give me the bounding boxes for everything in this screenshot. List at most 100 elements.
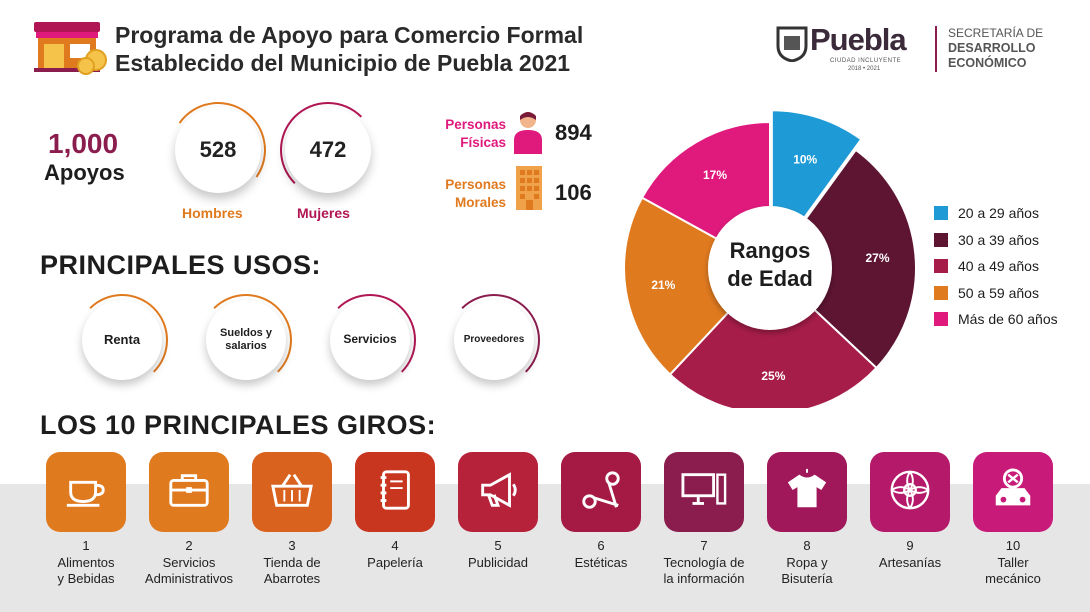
giro-name-line1: Tecnología de (663, 555, 745, 570)
giro-item: 1 Alimentos y Bebidas (38, 452, 134, 588)
secretaria-line2: DESARROLLO (948, 41, 1036, 55)
giro-name-line2: y Bebidas (57, 571, 115, 587)
puebla-logo-sub: CIUDAD INCLUYENTE (830, 58, 902, 64)
puebla-logo-word: Puebla (810, 22, 907, 57)
giro-number: 5 (494, 538, 502, 553)
giro-name-line2: mecánico (985, 571, 1041, 587)
pie-slice (668, 266, 878, 408)
computer-tile (664, 452, 744, 532)
uso-item: 2 Sueldos y salarios (175, 279, 296, 388)
uso-ring (448, 294, 540, 386)
mujeres-label: Mujeres (297, 205, 350, 221)
giro-number: 6 (597, 538, 605, 553)
scissors-icon (578, 467, 624, 518)
giro-name-line1: Artesanías (878, 555, 942, 570)
briefcase-tile (149, 452, 229, 532)
giro-name-line1: Tienda de (263, 555, 321, 570)
legend-label: 50 a 59 años (958, 284, 1039, 301)
cup-icon (63, 467, 109, 518)
uso-label: Sueldos y salarios (206, 300, 286, 380)
giro-name-line2: Administrativos (144, 571, 234, 587)
uso-ring (324, 294, 416, 386)
mandala-tile (870, 452, 950, 532)
briefcase-icon (166, 467, 212, 518)
principales-usos-heading: PRINCIPALES USOS: (40, 250, 322, 280)
personas-morales-value: 106 (555, 180, 592, 205)
basket-tile (252, 452, 332, 532)
megaphone-tile (458, 452, 538, 532)
legend-label: 30 a 39 años (958, 231, 1039, 248)
legend-swatch (934, 285, 948, 300)
legend-item: 50 a 59 años (934, 280, 1058, 307)
shirt-icon (784, 467, 830, 518)
puebla-logo-years: 2018 • 2021 (848, 66, 881, 72)
notebook-icon (372, 467, 418, 518)
basket-icon (269, 467, 315, 518)
legend-swatch (934, 312, 948, 327)
giro-name-line1: Estéticas (574, 555, 628, 570)
giro-number: 3 (288, 538, 296, 553)
personas-fisicas-label-line1: Personas (445, 117, 506, 132)
pie-slice (623, 196, 772, 376)
pie-slice-label: 21% (651, 278, 675, 292)
legend-swatch (934, 206, 948, 221)
legend-item: Más de 60 años (934, 306, 1058, 333)
chart-legend: 20 a 29 años 30 a 39 años 40 a 49 años 50 a… (934, 200, 1058, 333)
uso-label: Servicios (330, 300, 410, 380)
giro-name-line2: Bisutería (781, 571, 833, 587)
puebla-shield-icon (776, 26, 808, 62)
secretaria-line3: ECONÓMICO (948, 56, 1027, 70)
personas-morales-label-line1: Personas (445, 177, 506, 192)
uso-label: Renta (82, 300, 162, 380)
hombres-label: Hombres (182, 205, 243, 221)
giro-number: 8 (803, 538, 811, 553)
giro-item: 3 Tienda de Abarrotes (244, 452, 340, 588)
secretaria-line1: SECRETARÍA DE (948, 26, 1044, 40)
giro-item: 10 Taller mecánico (965, 452, 1061, 588)
giro-number: 1 (82, 538, 90, 553)
computer-icon (679, 467, 729, 518)
giro-name-line2: Abarrotes (263, 571, 321, 587)
giro-number: 10 (1005, 538, 1021, 553)
legend-item: 20 a 29 años (934, 200, 1058, 227)
giro-name-line1: Publicidad (468, 555, 528, 570)
giro-item: 5 Publicidad (450, 452, 546, 571)
store-logo (34, 22, 107, 75)
giro-number: 4 (391, 538, 399, 553)
personas-fisicas-value: 894 (555, 120, 592, 145)
megaphone-icon (475, 467, 521, 518)
mujeres-ring (280, 102, 376, 198)
giro-name-line1: Papelería (367, 555, 423, 570)
uso-item: 4 Proveedores (423, 279, 544, 388)
mujeres-value: 472 (285, 107, 371, 193)
legend-label: Más de 60 años (958, 311, 1058, 328)
pie-slice-label: 25% (761, 369, 785, 383)
pie-slice-label: 17% (703, 168, 727, 182)
mandala-icon (887, 467, 933, 518)
giro-name-line1: Servicios (162, 555, 216, 570)
legend-item: 30 a 39 años (934, 227, 1058, 254)
scissors-tile (561, 452, 641, 532)
principales-giros-heading: LOS 10 PRINCIPALES GIROS: (40, 410, 437, 440)
personas-morales-label: Personas Morales (418, 176, 506, 211)
giro-name-line1: Alimentos (57, 555, 115, 570)
total-apoyos-label: Apoyos (44, 160, 125, 185)
person-icon (514, 112, 542, 154)
chart-title-line1: Rangos (730, 238, 811, 263)
legend-item: 40 a 49 años (934, 253, 1058, 280)
page-title-line1: Programa de Apoyo para Comercio Formal (115, 22, 584, 48)
giro-item: 9 Artesanías (862, 452, 958, 571)
age-range-pie-chart: 10% 27% 25% 21% 17% Rangos de Edad (623, 109, 917, 408)
building-icon (516, 166, 542, 210)
personas-morales-label-line2: Morales (454, 194, 506, 210)
legend-label: 40 a 49 años (958, 258, 1039, 275)
giro-number: 7 (700, 538, 708, 553)
total-apoyos-value: 1,000 (48, 128, 119, 159)
giro-name-line1: Ropa y (786, 555, 828, 570)
legend-label: 20 a 29 años (958, 205, 1039, 222)
pie-slice (768, 148, 917, 370)
page-title-line2: Establecido del Municipio de Puebla 2021 (115, 50, 570, 78)
giro-item: 8 Ropa y Bisutería (759, 452, 855, 588)
header-divider (935, 26, 937, 72)
giro-item: 6 Estéticas (553, 452, 649, 571)
